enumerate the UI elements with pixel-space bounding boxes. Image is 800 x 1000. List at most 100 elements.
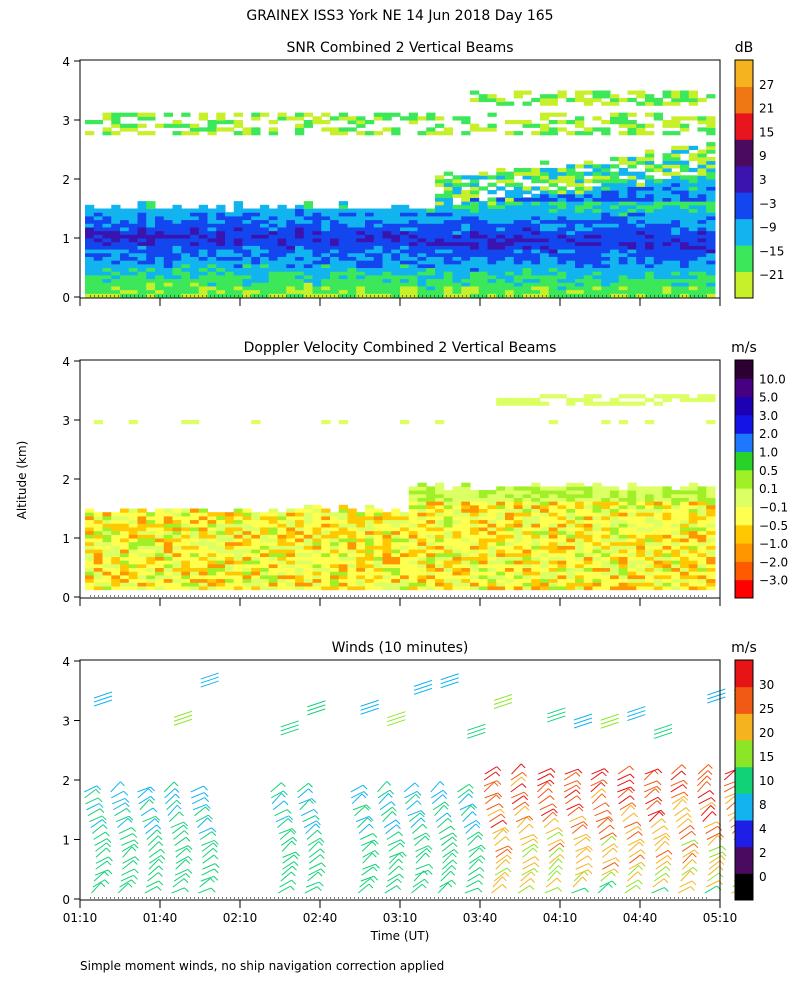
velocity-cell bbox=[478, 541, 488, 546]
snr-cell bbox=[93, 278, 103, 283]
velocity-cell bbox=[286, 552, 296, 557]
velocity-cell bbox=[452, 490, 462, 495]
velocity-cell bbox=[93, 523, 103, 528]
velocity-cell bbox=[225, 578, 235, 583]
velocity-cell bbox=[505, 538, 515, 543]
snr-cell bbox=[295, 223, 305, 228]
snr-cell bbox=[382, 249, 392, 254]
snr-cell bbox=[146, 208, 156, 213]
snr-cell bbox=[583, 241, 593, 246]
snr-cell bbox=[487, 274, 497, 280]
snr-cell bbox=[618, 131, 628, 136]
snr-cell bbox=[540, 197, 550, 202]
snr-cell bbox=[601, 193, 611, 198]
snr-cell bbox=[260, 230, 270, 235]
snr-cell bbox=[618, 226, 628, 232]
wind-barb bbox=[467, 723, 486, 731]
velocity-cell bbox=[601, 541, 611, 546]
velocity-cell bbox=[496, 578, 506, 583]
snr-cell bbox=[163, 212, 173, 217]
snr-cell bbox=[618, 179, 628, 184]
wind-barb bbox=[137, 786, 151, 793]
snr-cell bbox=[251, 249, 261, 254]
wind-barb bbox=[191, 792, 205, 799]
wind-barb bbox=[437, 882, 449, 894]
velocity-cell bbox=[321, 515, 331, 521]
snr-cell bbox=[601, 175, 611, 180]
velocity-panel: Doppler Velocity Combined 2 Vertical Bea… bbox=[62, 340, 788, 606]
snr-cell bbox=[400, 274, 410, 280]
snr-cell bbox=[155, 249, 165, 254]
snr-cell bbox=[260, 223, 270, 228]
snr-cell bbox=[146, 271, 156, 276]
snr-cell bbox=[636, 156, 646, 162]
velocity-cell bbox=[461, 497, 471, 502]
wind-barb bbox=[522, 856, 536, 864]
snr-cell bbox=[295, 116, 305, 121]
snr-cell bbox=[706, 120, 716, 125]
velocity-cell bbox=[540, 512, 550, 517]
velocity-cell bbox=[513, 493, 523, 498]
snr-cell bbox=[373, 112, 383, 117]
velocity-cell bbox=[242, 574, 252, 580]
snr-cell bbox=[268, 245, 278, 250]
velocity-cell bbox=[496, 493, 506, 498]
snr-cell bbox=[618, 212, 628, 217]
snr-cell bbox=[128, 234, 138, 239]
snr-cell bbox=[321, 230, 331, 235]
snr-cell bbox=[391, 263, 401, 269]
snr-cell bbox=[452, 252, 462, 257]
velocity-cell bbox=[435, 585, 445, 591]
snr-cell bbox=[627, 193, 637, 198]
velocity-cell bbox=[198, 556, 208, 561]
velocity-cell bbox=[137, 534, 147, 539]
snr-cell bbox=[513, 223, 523, 228]
snr-cell bbox=[417, 271, 427, 276]
velocity-cell bbox=[338, 585, 348, 591]
snr-cell bbox=[85, 256, 95, 261]
snr-cell bbox=[645, 123, 655, 128]
wind-barb-flag bbox=[185, 873, 191, 878]
snr-cell bbox=[190, 208, 200, 213]
snr-cell bbox=[706, 274, 716, 280]
velocity-cell bbox=[233, 571, 243, 576]
velocity-cell bbox=[697, 501, 707, 506]
wind-barb bbox=[601, 868, 615, 876]
velocity-cell bbox=[137, 560, 147, 565]
snr-cell bbox=[286, 252, 296, 257]
snr-cell bbox=[155, 256, 165, 261]
snr-cell bbox=[155, 241, 165, 246]
snr-cell bbox=[680, 271, 690, 276]
velocity-cell bbox=[408, 560, 418, 565]
velocity-cell bbox=[531, 493, 541, 498]
wind-barb-flag bbox=[504, 827, 510, 832]
snr-cell bbox=[680, 263, 690, 269]
velocity-colorbar-label: 2.0 bbox=[759, 427, 778, 441]
snr-cell bbox=[172, 278, 182, 283]
snr-cell bbox=[321, 267, 331, 272]
snr-cell bbox=[557, 127, 567, 132]
snr-cell bbox=[251, 226, 261, 232]
wind-barb bbox=[460, 805, 472, 817]
velocity-cell bbox=[435, 482, 445, 487]
snr-cell bbox=[697, 201, 707, 206]
snr-cell bbox=[443, 219, 453, 224]
snr-cell bbox=[522, 274, 532, 280]
velocity-cell bbox=[417, 552, 427, 557]
snr-colorbar-unit: dB bbox=[735, 40, 754, 56]
snr-cell bbox=[645, 282, 655, 287]
wind-barb bbox=[591, 768, 605, 775]
snr-cell bbox=[233, 223, 243, 228]
snr-cell bbox=[172, 212, 182, 217]
velocity-cell bbox=[408, 508, 418, 513]
wind-barb bbox=[173, 710, 193, 718]
wind-barb bbox=[547, 870, 558, 882]
velocity-cell bbox=[347, 519, 357, 524]
wind-barb-flag bbox=[528, 823, 534, 829]
velocity-cell bbox=[181, 582, 191, 587]
wind-barb bbox=[357, 883, 370, 894]
snr-cell bbox=[85, 230, 95, 235]
velocity-cell bbox=[365, 549, 375, 554]
velocity-cell bbox=[671, 493, 681, 498]
snr-cell bbox=[548, 285, 558, 291]
